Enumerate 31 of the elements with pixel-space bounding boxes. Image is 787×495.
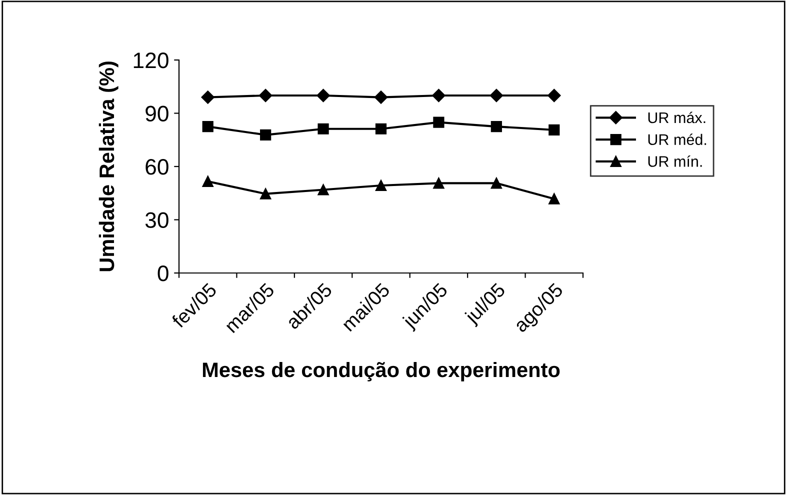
- point: [548, 193, 560, 204]
- y-tick-label: 60: [146, 159, 168, 175]
- point: [375, 180, 387, 192]
- legend-label: UR méd.: [648, 134, 706, 146]
- point: [201, 90, 214, 104]
- y-tick-label: 30: [145, 212, 168, 228]
- point: [318, 184, 329, 196]
- y-tick-label: 0: [158, 266, 168, 282]
- y-tick-label: 120: [134, 52, 168, 68]
- legend-label: UR mín.: [648, 156, 702, 167]
- point: [374, 90, 388, 104]
- x-axis-title: Meses de condução do experimento: [202, 362, 560, 382]
- legend-label: UR máx.: [648, 112, 706, 124]
- point: [432, 88, 446, 102]
- point: [258, 88, 272, 102]
- point: [548, 124, 560, 136]
- point: [202, 121, 214, 132]
- point: [318, 123, 329, 134]
- point: [375, 123, 387, 134]
- y-tick-label: 90: [146, 106, 168, 122]
- point: [548, 88, 561, 102]
- point: [316, 88, 330, 102]
- point: [260, 129, 272, 140]
- point: [260, 188, 272, 200]
- point: [202, 176, 214, 187]
- y-axis-title: Umidade Relativa (%): [98, 62, 118, 272]
- point: [490, 88, 504, 102]
- point: [433, 178, 444, 189]
- point: [490, 178, 502, 189]
- point: [490, 121, 502, 132]
- point: [433, 116, 444, 128]
